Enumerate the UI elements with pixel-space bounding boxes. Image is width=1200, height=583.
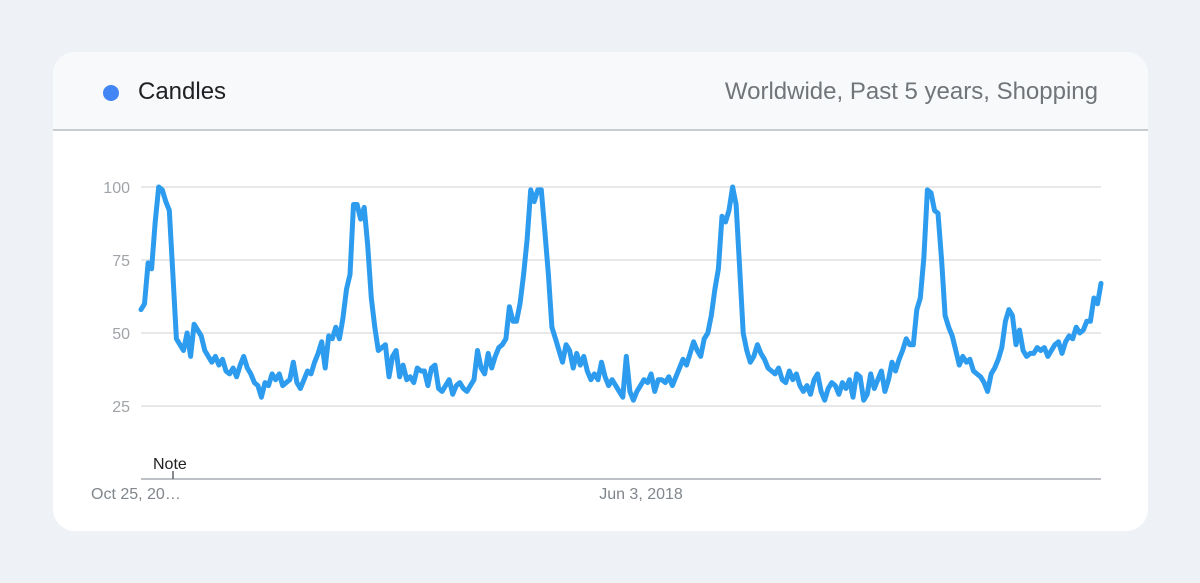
card-header: Candles Worldwide, Past 5 years, Shoppin… — [53, 52, 1148, 131]
legend-dot-icon — [103, 85, 119, 101]
note-label[interactable]: Note — [153, 456, 187, 473]
line-chart: 25 50 75 100 Note Oct 25, 20… Jun 3, 2018 — [91, 180, 1104, 503]
series-line-candles[interactable] — [138, 184, 1104, 403]
y-axis-ticks: 25 50 75 100 — [103, 180, 130, 416]
y-tick-label-75: 75 — [112, 253, 130, 270]
legend-label: Candles — [138, 78, 227, 105]
x-tick-label-start: Oct 25, 20… — [91, 486, 181, 503]
y-tick-label-25: 25 — [112, 399, 130, 416]
trend-card: Candles Worldwide, Past 5 years, Shoppin… — [53, 52, 1148, 531]
y-tick-label-50: 50 — [112, 326, 130, 343]
note-annotation[interactable]: Note — [153, 456, 187, 479]
x-tick-label-jun-2018: Jun 3, 2018 — [599, 486, 683, 503]
y-tick-label-100: 100 — [103, 180, 130, 197]
grid-lines — [141, 186, 1101, 407]
chart-subtitle: Worldwide, Past 5 years, Shopping — [724, 78, 1098, 105]
